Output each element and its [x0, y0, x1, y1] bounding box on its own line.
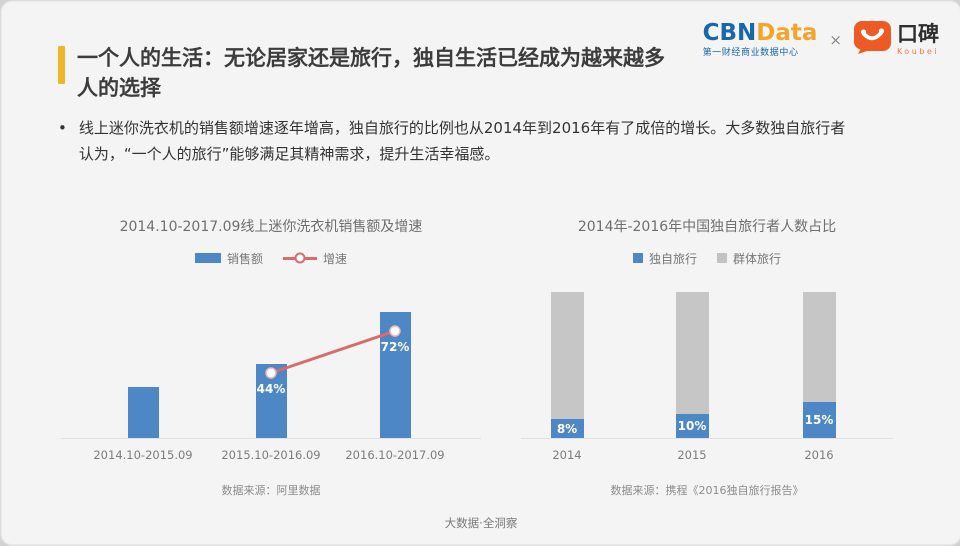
bullet-marker: • [58, 119, 67, 137]
growth-marker [265, 367, 277, 379]
charts-row: 2014.10-2017.09线上迷你洗衣机销售额及增速 销售额 增速 44% 7… [1, 216, 960, 498]
sales-bar [127, 387, 159, 438]
bullet-row: • 线上迷你洗衣机的销售额增速逐年增高，独自旅行的比例也从2014年到2016年… [58, 115, 928, 167]
sales-legend-swatch-icon [194, 253, 221, 263]
legend-item-group: 群体旅行 [717, 250, 781, 267]
growth-legend-dot-icon [294, 252, 306, 264]
growth-line [265, 325, 401, 379]
x-axis-label: 2016 [804, 448, 834, 462]
growth-value-label: 44% [256, 382, 286, 396]
logo-separator: × [829, 30, 842, 49]
cbn-logo-subtitle: 第一财经商业数据中心 [702, 47, 799, 58]
x-axis-label: 2015.10-2016.09 [221, 448, 321, 462]
chart-travel-share: 2014年-2016年中国独自旅行者人数占比 独自旅行 群体旅行 8% 10% 15… [521, 216, 893, 498]
solo-travel-segment: 15% [802, 402, 836, 438]
koubei-smile-icon [853, 21, 891, 58]
solo-value-label: 10% [677, 419, 707, 433]
solo-legend-swatch-icon [632, 253, 643, 263]
legend-label: 独自旅行 [648, 251, 697, 266]
legend-item-solo: 独自旅行 [632, 250, 697, 267]
x-axis-label: 2014.10-2015.09 [93, 448, 193, 462]
group-travel-segment [802, 292, 836, 402]
legend-label: 群体旅行 [733, 251, 782, 266]
solo-value-label: 15% [804, 413, 834, 427]
x-axis-label: 2015 [677, 448, 707, 462]
logos: CBNData 第一财经商业数据中心 × 口碑 Koubei [703, 21, 939, 58]
page-title: 一个人的生活：无论居家还是旅行，独自生活已经成为越来越多 人的选择 [77, 46, 665, 100]
data-source-caption: 数据来源：携程《2016独自旅行报告》 [610, 484, 804, 497]
travel-share-plot: 8% 10% 15% [521, 290, 893, 439]
chart-sales-growth: 2014.10-2017.09线上迷你洗衣机销售额及增速 销售额 增速 44% 7… [61, 216, 481, 498]
footer-tagline: 大数据·全洞察 [444, 516, 518, 530]
koubei-logo-cn: 口碑 [896, 21, 939, 46]
x-axis-label: 2016.10-2017.09 [345, 448, 445, 462]
legend-label: 销售额 [226, 251, 263, 266]
growth-marker [389, 325, 401, 337]
cbndata-logo: CBNData 第一财经商业数据中心 [702, 19, 818, 58]
legend-item-growth: 增速 [283, 250, 347, 267]
cbn-logo-text-data: Data [756, 19, 818, 46]
group-travel-segment [550, 292, 584, 419]
growth-value-label: 72% [380, 340, 410, 354]
cbn-logo-text: CBN [702, 19, 757, 46]
legend-item-sales: 销售额 [194, 250, 263, 267]
x-axis-labels: 2014.10-2015.09 2015.10-2016.09 2016.10-20… [61, 446, 481, 466]
data-source-caption: 数据来源：阿里数据 [221, 484, 321, 497]
title-accent-bar [58, 46, 65, 84]
bullet-text: 线上迷你洗衣机的销售额增速逐年增高，独自旅行的比例也从2014年到2016年有了… [78, 119, 846, 163]
chart-title: 2014年-2016年中国独自旅行者人数占比 [577, 219, 837, 235]
legend: 销售额 增速 [61, 250, 481, 266]
growth-legend-swatch-icon [283, 252, 317, 264]
koubei-logo: 口碑 Koubei [853, 21, 939, 58]
legend-label: 增速 [323, 251, 348, 266]
solo-value-label: 8% [556, 421, 578, 436]
legend: 独自旅行 群体旅行 [521, 250, 893, 266]
koubei-logo-en: Koubei [896, 46, 939, 56]
group-travel-segment [675, 292, 709, 414]
solo-travel-segment: 10% [675, 414, 709, 438]
header: 一个人的生活：无论居家还是旅行，独自生活已经成为越来越多 人的选择 [58, 43, 665, 103]
sales-growth-plot: 44% 72% [61, 290, 481, 439]
solo-travel-segment: 8% [550, 419, 584, 438]
x-axis-labels: 2014 2015 2016 [521, 446, 893, 466]
chart-title: 2014.10-2017.09线上迷你洗衣机销售额及增速 [119, 219, 423, 235]
group-legend-swatch-icon [717, 253, 727, 263]
x-axis-label: 2014 [552, 448, 582, 462]
